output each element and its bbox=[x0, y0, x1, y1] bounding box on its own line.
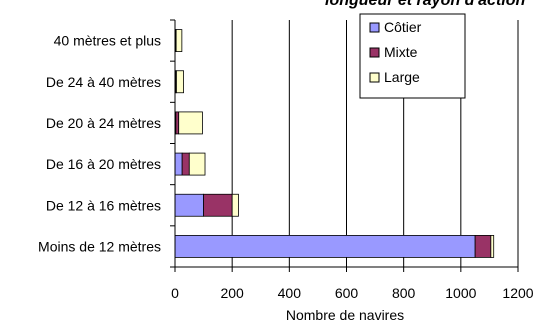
category-label: De 24 à 40 mètres bbox=[46, 74, 161, 90]
bar-segment bbox=[474, 235, 492, 258]
bar-segment bbox=[188, 152, 206, 176]
bar-segment bbox=[174, 152, 183, 176]
bar-segment bbox=[490, 235, 495, 258]
bar-segment bbox=[203, 193, 233, 217]
x-tick-labels: 0 200 400 600 800 1000 1200 bbox=[171, 285, 534, 301]
bar-segment bbox=[174, 235, 476, 258]
category-labels: Moins de 12 mètres De 12 à 16 mètres De 16… bbox=[38, 33, 161, 255]
category-label: De 16 à 20 mètres bbox=[46, 156, 161, 172]
x-tick-label: 1000 bbox=[445, 285, 476, 301]
bar-segment bbox=[175, 29, 183, 52]
bar-segment bbox=[174, 193, 204, 217]
bar-segment bbox=[178, 111, 203, 135]
legend: Côtier Mixte Large bbox=[359, 13, 466, 99]
bar-segment bbox=[181, 152, 190, 176]
x-tick-label: 1200 bbox=[502, 285, 533, 301]
axes bbox=[170, 19, 519, 272]
category-label: Moins de 12 mètres bbox=[38, 238, 161, 254]
legend-swatch bbox=[369, 47, 380, 58]
x-tick-label: 800 bbox=[392, 285, 416, 301]
bar-segment bbox=[231, 193, 239, 217]
bars bbox=[174, 29, 495, 258]
x-tick-label: 400 bbox=[278, 285, 302, 301]
bar-segment bbox=[176, 70, 184, 94]
chart-title: longueur et rayon d'action bbox=[325, 0, 525, 9]
x-tick-label: 600 bbox=[335, 285, 359, 301]
category-label: 40 mètres et plus bbox=[54, 33, 161, 49]
bar-segment bbox=[175, 111, 180, 135]
legend-swatch bbox=[369, 22, 380, 33]
x-axis-label: Nombre de navires bbox=[286, 307, 404, 323]
legend-entry: Mixte bbox=[384, 44, 418, 60]
legend-swatch bbox=[369, 72, 380, 83]
category-label: De 12 à 16 mètres bbox=[46, 197, 161, 213]
category-label: De 20 à 24 mètres bbox=[46, 115, 161, 131]
legend-entry: Côtier bbox=[384, 19, 422, 35]
x-tick-label: 200 bbox=[220, 285, 244, 301]
x-tick-label: 0 bbox=[171, 285, 179, 301]
legend-entry: Large bbox=[384, 69, 420, 85]
